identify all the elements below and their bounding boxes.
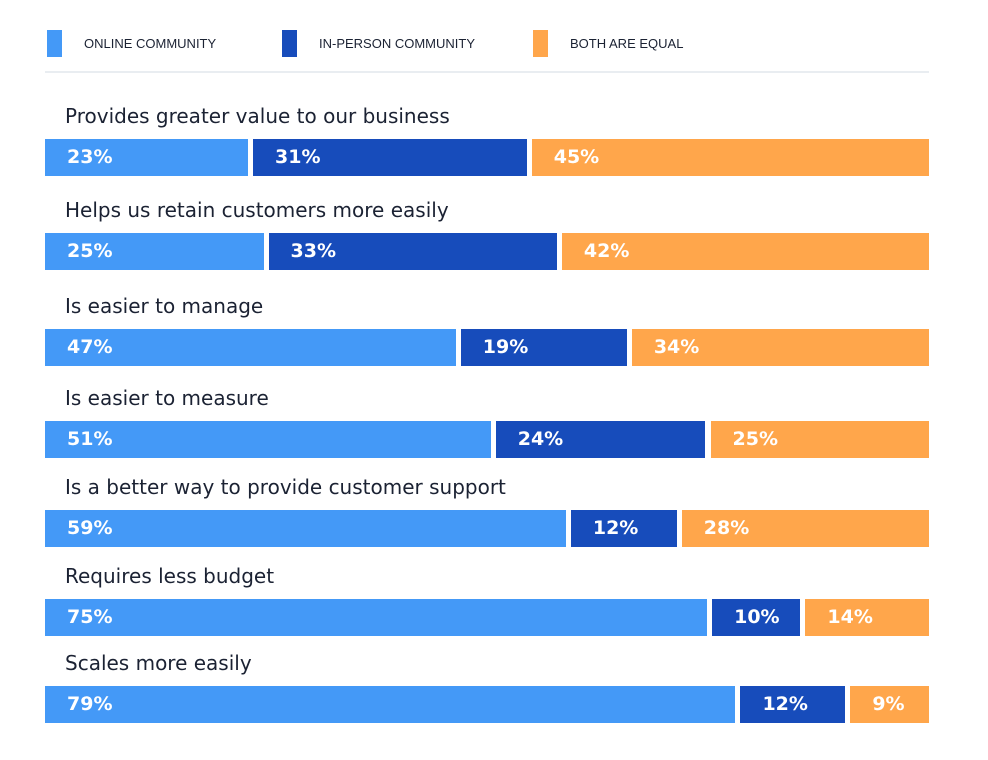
- data-label: 12%: [762, 693, 808, 715]
- data-label: 10%: [734, 606, 780, 628]
- bar-segment: 12%: [570, 510, 677, 547]
- data-label: 25%: [67, 240, 113, 262]
- bar-segment: 79%: [45, 686, 736, 723]
- bar-segment: 34%: [631, 329, 929, 366]
- bar-segment: 19%: [460, 329, 627, 366]
- data-label: 79%: [67, 693, 113, 715]
- legend-swatch: [533, 30, 548, 57]
- category-label: Provides greater value to our business: [65, 104, 450, 128]
- category-label: Helps us retain customers more easily: [65, 198, 449, 222]
- data-label: 23%: [67, 146, 113, 168]
- legend-label: ONLINE COMMUNITY: [84, 36, 217, 51]
- bar-segment: 59%: [45, 510, 566, 547]
- category-label: Scales more easily: [65, 651, 252, 675]
- category-label: Is a better way to provide customer supp…: [65, 475, 506, 499]
- data-label: 75%: [67, 606, 113, 628]
- category-label: Requires less budget: [65, 564, 275, 588]
- bar-segment: 12%: [740, 686, 846, 723]
- data-label: 12%: [592, 517, 639, 539]
- bar-segment: 25%: [710, 421, 929, 458]
- bar-segment: 33%: [268, 233, 557, 270]
- bar-segment: 75%: [45, 599, 708, 636]
- legend-item: BOTH ARE EQUAL: [533, 30, 683, 57]
- bar-segment: 28%: [681, 510, 929, 547]
- bar-segment: 42%: [561, 233, 929, 270]
- bar-segment: 24%: [495, 421, 706, 458]
- data-label: 45%: [553, 146, 600, 168]
- data-label: 47%: [67, 336, 113, 358]
- data-label: 33%: [290, 240, 336, 262]
- category-label: Is easier to manage: [65, 294, 264, 318]
- data-label: 25%: [732, 428, 778, 450]
- bar-segment: 14%: [805, 599, 929, 636]
- data-label: 42%: [583, 240, 630, 262]
- stacked-bar: 47% 19% 34%: [45, 329, 929, 366]
- legend-item: ONLINE COMMUNITY: [47, 30, 216, 57]
- data-label: 31%: [275, 146, 321, 168]
- data-label: 34%: [653, 336, 700, 358]
- data-label: 28%: [703, 517, 750, 539]
- data-label: 14%: [827, 606, 873, 628]
- bar-segment: 31%: [253, 139, 527, 176]
- bar-segment: 47%: [45, 329, 456, 366]
- stacked-bar: 59% 12% 28%: [45, 510, 929, 547]
- bar-segment: 51%: [45, 421, 491, 458]
- bar-segment: 45%: [531, 139, 929, 176]
- data-label: 19%: [482, 336, 529, 358]
- bar-segment: 10%: [712, 599, 801, 636]
- legend-item: IN-PERSON COMMUNITY: [282, 30, 475, 57]
- stacked-bar: 51% 24% 25%: [45, 421, 929, 458]
- legend-swatch: [47, 30, 62, 57]
- data-label: 59%: [67, 517, 113, 539]
- data-label: 51%: [67, 428, 113, 450]
- stacked-bar: 79% 12% 9%: [45, 686, 929, 723]
- bar-segment: 9%: [850, 686, 929, 723]
- legend-swatch: [282, 30, 297, 57]
- legend-divider: [45, 71, 929, 73]
- category-label: Is easier to measure: [65, 386, 269, 410]
- stacked-bar: 25% 33% 42%: [45, 233, 929, 270]
- legend-label: IN-PERSON COMMUNITY: [319, 36, 475, 51]
- data-label: 24%: [517, 428, 564, 450]
- stacked-bar: 75% 10% 14%: [45, 599, 929, 636]
- bar-segment: 25%: [45, 233, 264, 270]
- stacked-bar: 23% 31% 45%: [45, 139, 929, 176]
- bar-segment: 23%: [45, 139, 249, 176]
- data-label: 9%: [872, 693, 905, 715]
- legend-label: BOTH ARE EQUAL: [570, 36, 684, 51]
